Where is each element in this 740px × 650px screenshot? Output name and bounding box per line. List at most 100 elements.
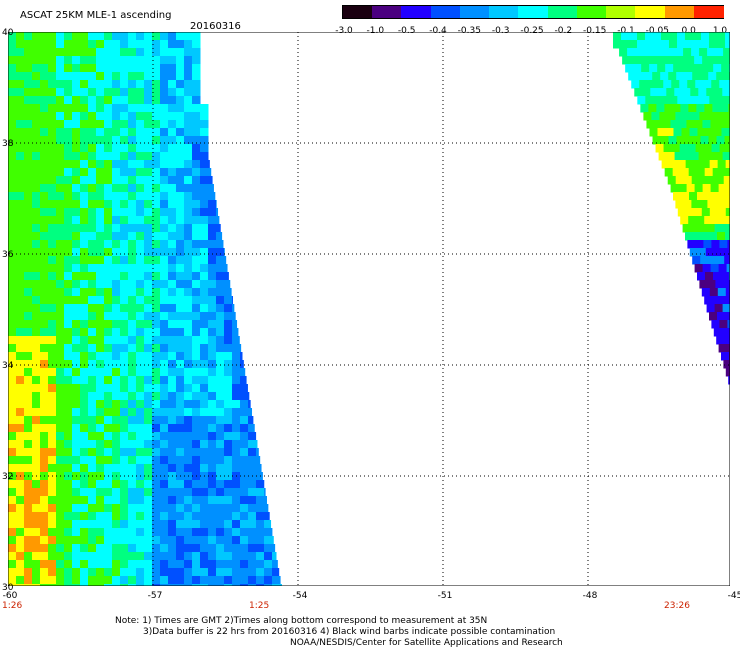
swath-cell <box>717 160 727 169</box>
swath-cell <box>128 424 137 433</box>
swath-cell <box>136 88 145 97</box>
swath-cell <box>24 48 33 57</box>
swath-cell <box>224 328 233 337</box>
swath-cell <box>136 296 145 305</box>
swath-cell <box>88 320 97 329</box>
swath-cell <box>160 48 169 57</box>
swath-cell <box>184 72 193 81</box>
swath-cell <box>80 200 89 209</box>
swath-cell <box>64 536 73 545</box>
swath-cell <box>104 488 113 497</box>
swath-cell <box>72 544 81 553</box>
swath-cell <box>152 424 161 433</box>
swath-cell <box>705 64 714 73</box>
swath-cell <box>120 296 129 305</box>
swath-cell <box>168 96 177 105</box>
swath-cell <box>691 200 700 209</box>
swath-cell <box>160 216 169 225</box>
swath-cell <box>224 560 233 569</box>
swath-cell <box>80 168 89 177</box>
swath-cell <box>136 104 145 113</box>
swath-cell <box>96 560 105 569</box>
swath-cell <box>88 56 97 65</box>
swath-cell <box>144 32 153 41</box>
swath-cell <box>56 288 65 297</box>
swath-cell <box>120 368 129 377</box>
swath-cell <box>32 560 41 569</box>
swath-cell <box>56 192 65 201</box>
swath-cell <box>56 480 65 489</box>
swath-cell <box>32 488 41 497</box>
swath-cell <box>96 56 105 65</box>
swath-cell <box>160 80 169 89</box>
swath-cell <box>160 104 169 113</box>
swath-cell <box>88 400 97 409</box>
swath-cell <box>56 320 65 329</box>
swath-cell <box>160 488 169 497</box>
colorbar-segment <box>372 6 403 18</box>
swath-cell <box>32 376 41 385</box>
swath-cell <box>200 168 209 177</box>
swath-cell <box>136 280 145 289</box>
swath-cell <box>96 504 105 513</box>
swath-cell <box>144 144 153 153</box>
swath-cell <box>56 280 65 289</box>
swath-cell <box>667 176 677 185</box>
swath-cell <box>200 480 209 489</box>
swath-cell <box>136 360 145 369</box>
swath-cell <box>160 552 169 561</box>
swath-cell <box>56 560 65 569</box>
swath-cell <box>32 496 41 505</box>
swath-cell <box>709 312 718 321</box>
swath-cell <box>160 504 169 513</box>
swath-cell <box>144 272 153 281</box>
swath-cell <box>104 512 113 521</box>
swath-cell <box>240 560 249 569</box>
swath-cell <box>192 152 201 161</box>
swath-cell <box>136 152 145 161</box>
swath-cell <box>639 80 648 89</box>
swath-cell <box>176 376 185 385</box>
swath-cell <box>40 544 49 553</box>
swath-cell <box>152 112 161 121</box>
swath-cell <box>40 96 49 105</box>
swath-cell <box>88 408 97 417</box>
swath-cell <box>192 520 201 529</box>
swath-cell <box>136 480 145 489</box>
swath-cell <box>24 576 33 585</box>
swath-cell <box>160 408 169 417</box>
swath-cell <box>208 416 217 425</box>
swath-cell <box>32 120 41 129</box>
colorbar-label: -0.15 <box>583 26 607 36</box>
latitude-tick: 36 <box>2 250 14 260</box>
swath-cell <box>240 576 249 585</box>
swath-cell <box>152 328 161 337</box>
swath-cell <box>651 112 660 121</box>
swath-cell <box>40 216 49 225</box>
swath-cell <box>72 104 81 113</box>
swath-cell <box>152 72 161 81</box>
swath-cell <box>144 504 153 513</box>
swath-cell <box>72 152 81 161</box>
swath-cell <box>725 40 730 49</box>
swath-cell <box>64 512 73 521</box>
swath-cell <box>176 104 185 113</box>
swath-cell <box>8 192 17 201</box>
swath-cell <box>16 400 25 409</box>
swath-cell <box>696 168 706 177</box>
swath-cell <box>719 80 728 89</box>
swath-cell <box>699 112 708 121</box>
swath-cell <box>232 448 241 457</box>
swath-cell <box>160 528 169 537</box>
swath-cell <box>136 240 145 249</box>
swath-cell <box>224 312 233 321</box>
swath-cell <box>208 552 217 561</box>
swath-cell <box>176 96 185 105</box>
swath-cell <box>96 200 105 209</box>
swath-cell <box>112 56 121 65</box>
swath-cell <box>104 112 113 121</box>
swath-cell <box>152 320 161 329</box>
swath-cell <box>80 136 89 145</box>
swath-cell <box>40 64 49 73</box>
swath-cell <box>248 560 257 569</box>
